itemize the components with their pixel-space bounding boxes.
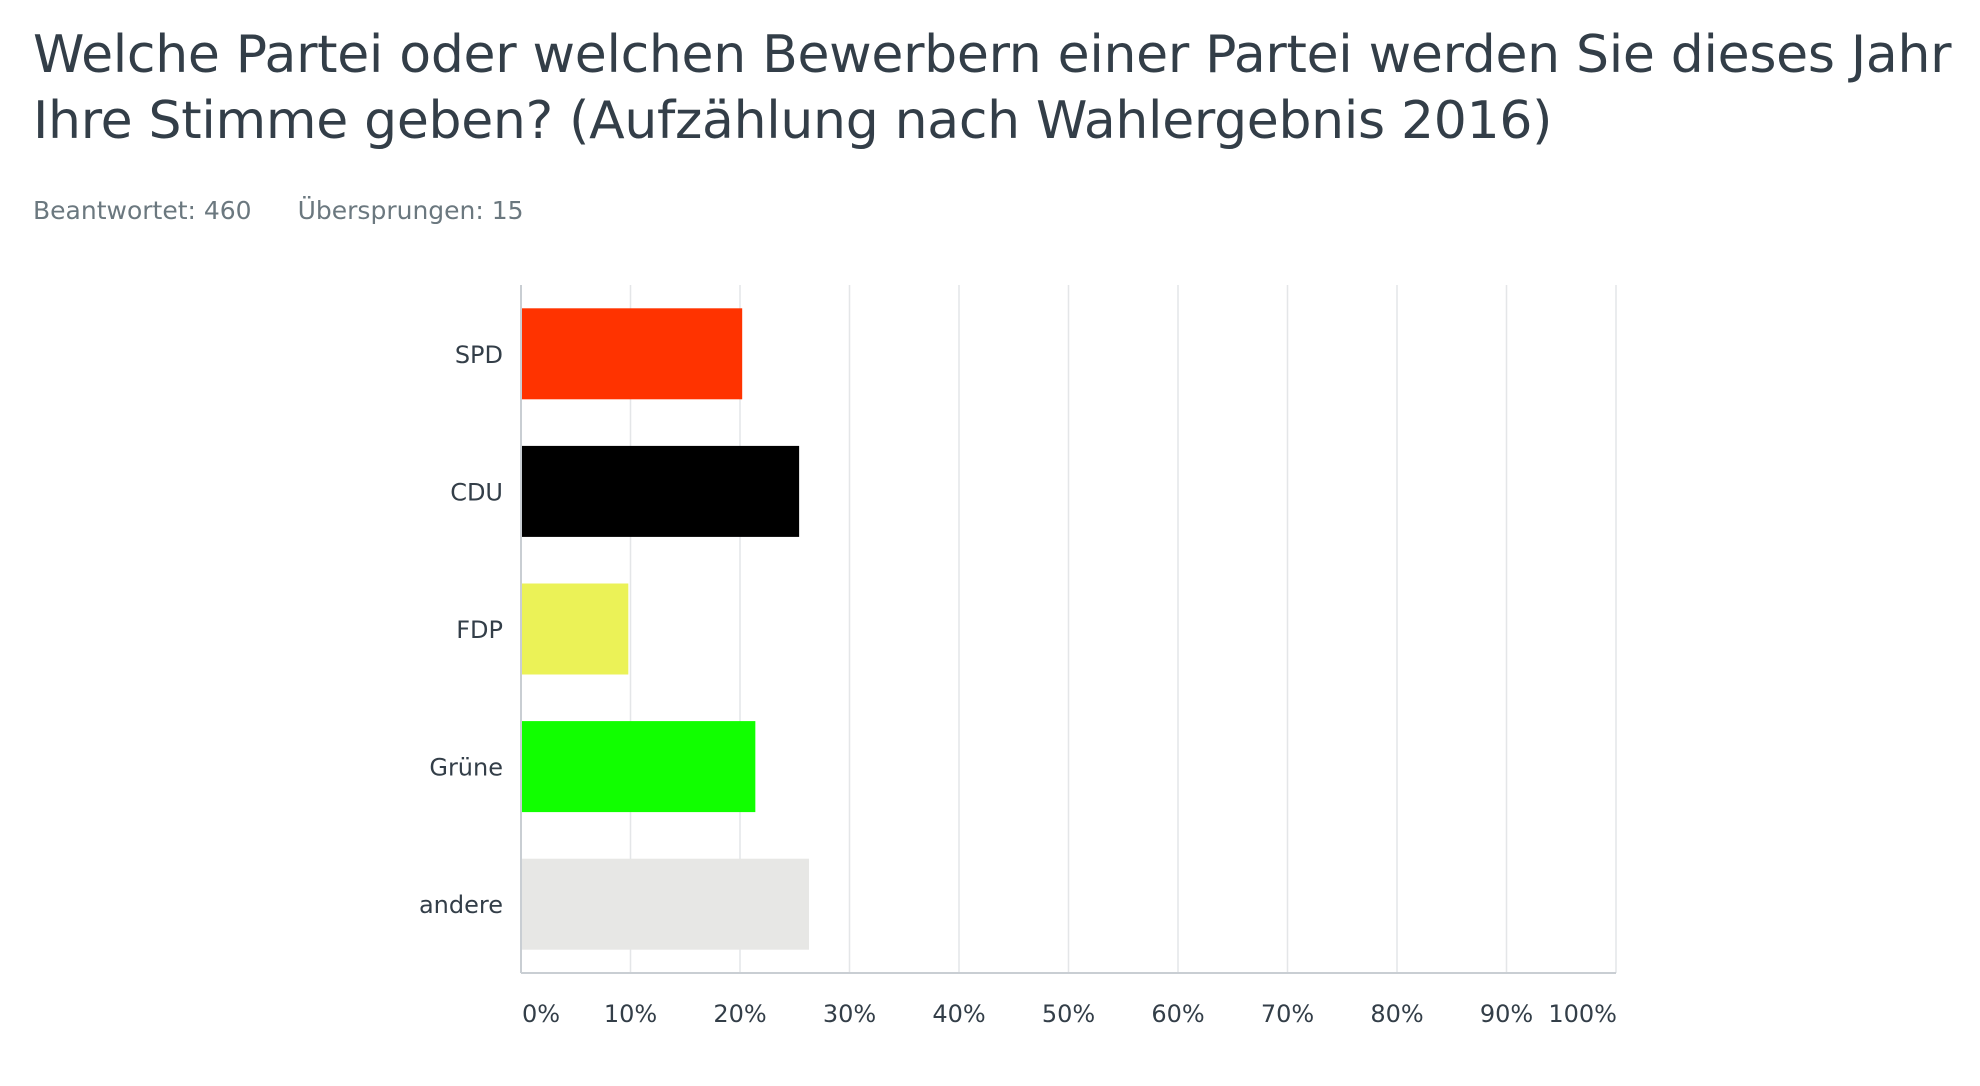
skipped-count: Übersprungen: 15	[297, 196, 524, 225]
x-tick-label: 90%	[1480, 1000, 1533, 1028]
x-tick-label: 0%	[522, 1000, 560, 1028]
x-tick-label: 60%	[1151, 1000, 1204, 1028]
bar-spd[interactable]	[521, 308, 743, 400]
x-tick-label: 50%	[1042, 1000, 1095, 1028]
x-tick-labels: 0% 10% 20% 30% 40% 50% 60% 70% 80% 90% 100%	[522, 1000, 1617, 1028]
category-label: andere	[419, 891, 503, 919]
x-tick-label: 30%	[823, 1000, 876, 1028]
bars	[521, 308, 809, 950]
x-tick-label: 70%	[1261, 1000, 1314, 1028]
bar-andere[interactable]	[521, 858, 809, 950]
category-label: SPD	[455, 341, 503, 369]
bar-cdu[interactable]	[521, 445, 800, 537]
category-label: Grüne	[429, 754, 503, 782]
axes	[520, 285, 1616, 974]
response-stats: Beantwortet: 460 Übersprungen: 15	[33, 194, 524, 228]
x-tick-label: 40%	[932, 1000, 985, 1028]
answered-count: Beantwortet: 460	[33, 196, 252, 225]
x-tick-label: 20%	[713, 1000, 766, 1028]
grid-lines	[629, 285, 1617, 973]
x-tick-label: 100%	[1548, 1000, 1617, 1028]
x-tick-label: 80%	[1370, 1000, 1423, 1028]
category-label: FDP	[456, 616, 503, 644]
category-label: CDU	[450, 478, 503, 506]
bar-gr-ne[interactable]	[521, 721, 756, 813]
x-tick-label: 10%	[604, 1000, 657, 1028]
question-title: Welche Partei oder welchen Bewerbern ein…	[33, 25, 1952, 151]
category-labels: SPD CDU FDP Grüne andere	[419, 341, 503, 919]
bar-fdp[interactable]	[521, 583, 629, 675]
